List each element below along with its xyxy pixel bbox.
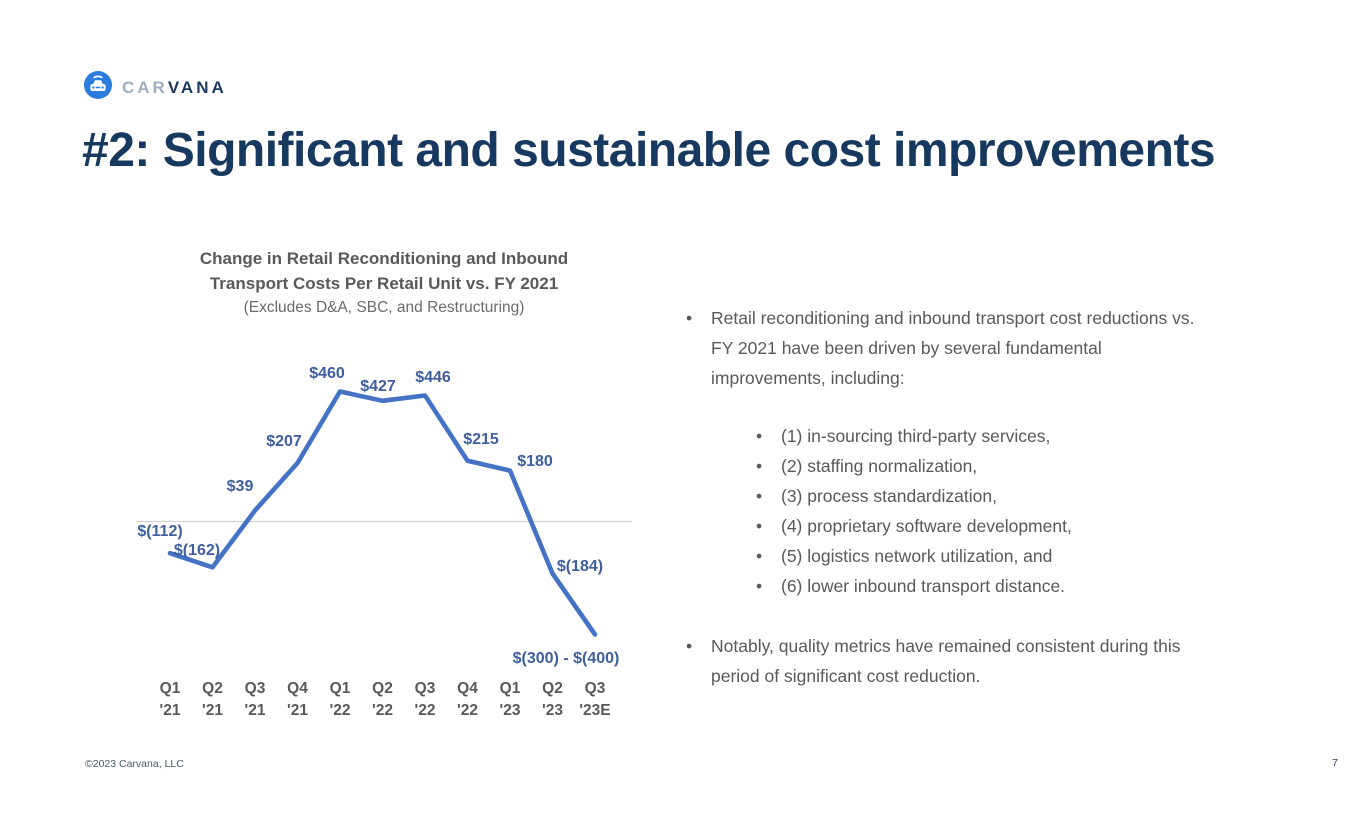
page-number: 7 (1332, 757, 1338, 769)
chart-subtitle: (Excludes D&A, SBC, and Restructuring) (243, 299, 525, 316)
bullet-paragraph-2: • Notably, quality metrics have remained… (686, 631, 1206, 691)
bullet-marker: • (686, 308, 693, 328)
x-axis-label-quarter: Q4 (457, 680, 478, 697)
slide-title: #2: Significant and sustainable cost imp… (82, 124, 1216, 177)
x-axis-label-quarter: Q2 (372, 680, 393, 697)
x-axis-label-quarter: Q1 (160, 680, 181, 697)
bullet-paragraph-2-text: Notably, quality metrics have remained c… (711, 636, 1181, 686)
chart-title-line2: Transport Costs Per Retail Unit vs. FY 2… (209, 274, 559, 293)
chart-title: Change in Retail Reconditioning and Inbo… (148, 246, 620, 320)
data-label: $207 (266, 433, 302, 450)
x-axis-label-quarter: Q4 (287, 680, 308, 697)
carvana-logo-icon (83, 70, 113, 105)
sub-bullet-text: (1) in-sourcing third-party services, (781, 426, 1051, 446)
bullet-marker: • (756, 546, 763, 566)
sub-bullet-text: (6) lower inbound transport distance. (781, 576, 1066, 596)
x-axis-label-quarter: Q3 (585, 680, 606, 697)
x-axis-label-quarter: Q1 (500, 680, 521, 697)
sub-bullet-item: • (3) process standardization, (756, 481, 1206, 511)
x-axis-label-quarter: Q3 (245, 680, 266, 697)
x-axis-label-year: '21 (160, 702, 181, 719)
sub-bullet-item: • (1) in-sourcing third-party services, (756, 421, 1206, 451)
data-label: $427 (360, 378, 396, 395)
bullet-marker: • (756, 576, 763, 596)
x-axis-label-year: '22 (330, 702, 351, 719)
x-axis-label-quarter: Q3 (415, 680, 436, 697)
x-axis-label-quarter: Q2 (202, 680, 223, 697)
cost-line-chart: $(112) $(162) $39 $207 $460 $427 $446 $215 $180 $… (137, 365, 632, 719)
bullet-marker: • (756, 516, 763, 536)
sub-bullet-item: • (4) proprietary software development, (756, 511, 1206, 541)
x-axis-label-year: '21 (245, 702, 266, 719)
x-axis-label-year: '22 (415, 702, 436, 719)
x-axis-label-year: '22 (372, 702, 393, 719)
sub-bullet-item: • (5) logistics network utilization, and (756, 541, 1206, 571)
bullet-paragraph-1-text: Retail reconditioning and inbound transp… (711, 308, 1195, 388)
sub-bullet-text: (2) staffing normalization, (781, 456, 978, 476)
wordmark-car: CAR (122, 77, 168, 97)
copyright-text: ©2023 Carvana, LLC (85, 758, 184, 770)
sub-bullet-text: (4) proprietary software development, (781, 516, 1072, 536)
data-label: $215 (463, 431, 499, 448)
x-axis-label-year: '21 (287, 702, 308, 719)
bullet-marker: • (756, 486, 763, 506)
x-axis-label-quarter: Q1 (330, 680, 351, 697)
x-axis-label-year: '23 (542, 702, 563, 719)
cost-line-series (167, 389, 598, 637)
sub-bullet-text: (3) process standardization, (781, 486, 997, 506)
notes-column: • Retail reconditioning and inbound tran… (686, 303, 1206, 691)
data-label: $(162) (174, 542, 220, 559)
x-axis-label-year: '22 (457, 702, 478, 719)
bullet-marker: • (756, 426, 763, 446)
data-label: $180 (517, 453, 553, 470)
bullet-marker: • (686, 636, 693, 656)
x-axis-label-year: '23E (579, 702, 610, 719)
x-axis-label-year: '21 (202, 702, 223, 719)
carvana-logo: CARVANA (83, 70, 227, 105)
sub-bullet-item: • (2) staffing normalization, (756, 451, 1206, 481)
data-label: $39 (227, 478, 254, 495)
data-label: $446 (415, 369, 451, 386)
data-label: $(112) (137, 523, 182, 540)
estimate-data-label: $(300) - $(400) (513, 650, 620, 667)
x-axis-label-quarter: Q2 (542, 680, 563, 697)
bullet-marker: • (756, 456, 763, 476)
data-label: $(184) (557, 558, 603, 575)
chart-title-line1: Change in Retail Reconditioning and Inbo… (199, 249, 569, 268)
wordmark-vana: VANA (167, 77, 227, 97)
sub-bullet-text: (5) logistics network utilization, and (781, 546, 1053, 566)
bullet-paragraph-1: • Retail reconditioning and inbound tran… (686, 303, 1206, 393)
sub-bullet-item: • (6) lower inbound transport distance. (756, 571, 1206, 601)
data-label: $460 (309, 365, 345, 382)
x-axis-label-year: '23 (500, 702, 521, 719)
sub-bullet-list: • (1) in-sourcing third-party services, •… (756, 421, 1206, 601)
carvana-wordmark: CARVANA (122, 73, 227, 103)
